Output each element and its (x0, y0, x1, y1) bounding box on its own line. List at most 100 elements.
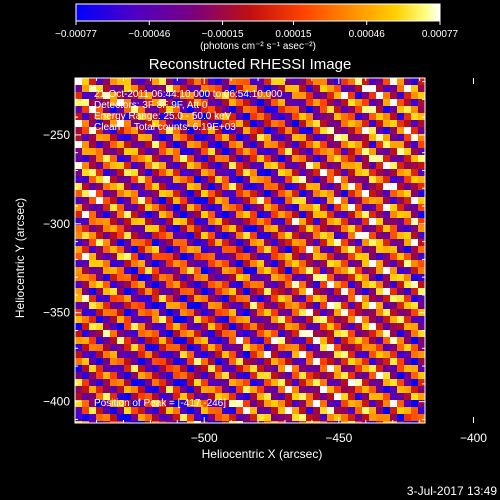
heatmap-cell (418, 162, 425, 170)
heatmap-cell (278, 260, 286, 268)
heatmap-cell (327, 239, 335, 247)
heatmap-cell (117, 421, 125, 423)
heatmap-cell (264, 421, 272, 423)
heatmap-cell (173, 351, 181, 359)
heatmap-cell (75, 330, 83, 338)
heatmap-cell (376, 267, 384, 275)
heatmap-cell (257, 239, 265, 247)
heatmap-cell (173, 260, 181, 268)
heatmap-cell (376, 190, 384, 198)
heatmap-cell (418, 141, 425, 149)
heatmap-cell (103, 204, 111, 212)
heatmap-cell (397, 120, 405, 128)
heatmap-cell (327, 169, 335, 177)
heatmap-cell (383, 365, 391, 373)
heatmap-cell (369, 372, 377, 380)
heatmap-cell (320, 134, 328, 142)
heatmap-cell (215, 85, 223, 93)
heatmap-cell (271, 379, 279, 387)
heatmap-cell (341, 421, 349, 423)
heatmap-cell (320, 330, 328, 338)
heatmap-cell (390, 78, 398, 86)
heatmap-cell (89, 274, 97, 282)
heatmap-cell (320, 169, 328, 177)
heatmap-cell (404, 267, 412, 275)
heatmap-cell (334, 204, 342, 212)
heatmap-cell (82, 288, 90, 296)
heatmap-cell (341, 302, 349, 310)
heatmap-cell (124, 120, 132, 128)
heatmap-cell (250, 379, 258, 387)
heatmap-cell (264, 232, 272, 240)
heatmap-cell (327, 197, 335, 205)
heatmap-cell (145, 316, 153, 324)
heatmap-cell (243, 99, 251, 107)
heatmap-cell (257, 421, 265, 423)
heatmap-cell (110, 372, 118, 380)
heatmap-cell (243, 379, 251, 387)
heatmap-cell (250, 197, 258, 205)
heatmap-cell (103, 253, 111, 261)
heatmap-cell (89, 162, 97, 170)
heatmap-cell (376, 225, 384, 233)
heatmap-cell (124, 386, 132, 394)
heatmap-cell (411, 309, 419, 317)
heatmap-cell (285, 337, 293, 345)
heatmap-cell (397, 127, 405, 135)
heatmap-cell (96, 106, 104, 114)
heatmap-cell (138, 99, 146, 107)
heatmap-cell (320, 260, 328, 268)
heatmap-cell (229, 379, 237, 387)
heatmap-cell (250, 337, 258, 345)
heatmap-cell (145, 260, 153, 268)
heatmap-cell (362, 218, 370, 226)
heatmap-cell (131, 127, 139, 135)
heatmap-cell (117, 302, 125, 310)
heatmap-cell (320, 155, 328, 163)
heatmap-cell (96, 316, 104, 324)
heatmap-cell (362, 302, 370, 310)
heatmap-cell (145, 379, 153, 387)
heatmap-cell (194, 246, 202, 254)
heatmap-cell (229, 106, 237, 114)
heatmap-cell (173, 211, 181, 219)
heatmap-cell (110, 120, 118, 128)
heatmap-cell (166, 302, 174, 310)
heatmap-cell (96, 253, 104, 261)
heatmap-cell (348, 197, 356, 205)
heatmap-cell (82, 253, 90, 261)
heatmap-cell (313, 92, 321, 100)
heatmap-cell (152, 183, 160, 191)
heatmap-cell (215, 351, 223, 359)
heatmap-cell (208, 358, 216, 366)
heatmap-cell (152, 99, 160, 107)
heatmap-cell (320, 365, 328, 373)
heatmap-cell (271, 407, 279, 415)
heatmap-cell (362, 113, 370, 121)
heatmap-cell (418, 337, 425, 345)
heatmap-cell (117, 316, 125, 324)
heatmap-cell (75, 288, 83, 296)
heatmap-cell (411, 365, 419, 373)
heatmap-cell (229, 393, 237, 401)
heatmap-cell (250, 113, 258, 121)
heatmap-cell (369, 344, 377, 352)
heatmap-cell (96, 288, 104, 296)
heatmap-cell (131, 323, 139, 331)
x-tick-label: −400 (460, 431, 487, 445)
heatmap-cell (208, 337, 216, 345)
heatmap-cell (306, 92, 314, 100)
heatmap-cell (341, 309, 349, 317)
heatmap-cell (411, 330, 419, 338)
heatmap-cell (82, 407, 90, 415)
heatmap-cell (264, 288, 272, 296)
heatmap-cell (306, 372, 314, 380)
heatmap-cell (145, 232, 153, 240)
heatmap-cell (124, 246, 132, 254)
heatmap-cell (320, 211, 328, 219)
x-axis-label: Heliocentric X (arcsec) (202, 447, 323, 461)
heatmap-cell (257, 85, 265, 93)
heatmap-cell (82, 309, 90, 317)
heatmap-cell (208, 260, 216, 268)
heatmap-cell (131, 211, 139, 219)
